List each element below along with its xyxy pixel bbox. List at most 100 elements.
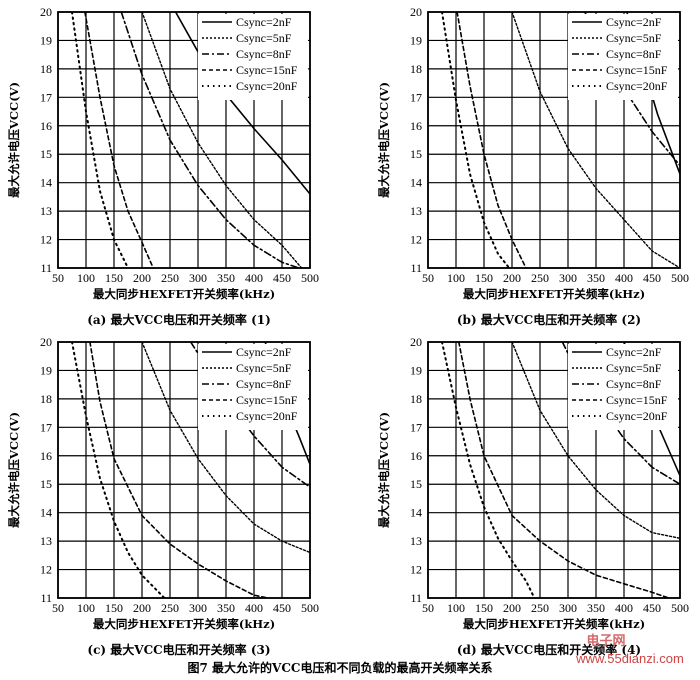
legend-label: Csync=5nF xyxy=(606,361,662,375)
series-line-3 xyxy=(120,12,300,268)
x-tick-label: 500 xyxy=(301,601,319,615)
x-tick-label: 100 xyxy=(447,271,465,285)
y-tick-label: 17 xyxy=(40,90,52,104)
legend-label: Csync=15nF xyxy=(606,393,668,407)
y-tick-label: 15 xyxy=(410,477,422,491)
x-tick-label: 50 xyxy=(52,601,64,615)
panel-caption: (d) 最大VCC电压和开关频率 (4) xyxy=(457,642,641,657)
y-tick-label: 11 xyxy=(410,261,422,275)
x-tick-label: 150 xyxy=(475,601,493,615)
y-tick-label: 15 xyxy=(40,147,52,161)
x-tick-label: 150 xyxy=(105,601,123,615)
y-axis-label: 最大允许电压VCC(V) xyxy=(7,412,21,528)
x-tick-label: 100 xyxy=(77,271,95,285)
x-tick-label: 400 xyxy=(615,601,633,615)
plot-frame xyxy=(57,341,311,599)
legend-label: Csync=8nF xyxy=(236,47,292,61)
series-line-5 xyxy=(71,12,129,268)
chart-panel-2: 50 100 150 200 250 300 350 400 450 500 11 12 13 14 15 1… xyxy=(7,335,319,657)
legend-box xyxy=(198,14,308,100)
panel-caption: (c) 最大VCC电压和开关频率 (3) xyxy=(87,642,270,657)
x-axis-label: 最大同步HEXFET开关频率(kHz) xyxy=(463,617,645,631)
x-tick-label: 150 xyxy=(475,271,493,285)
x-tick-label: 350 xyxy=(587,601,605,615)
x-tick-label: 500 xyxy=(671,271,689,285)
series-line-4 xyxy=(89,342,269,598)
y-tick-label: 16 xyxy=(410,119,422,133)
y-tick-label: 12 xyxy=(40,563,52,577)
x-tick-label: 200 xyxy=(133,601,151,615)
x-tick-label: 300 xyxy=(559,271,577,285)
series-line-5 xyxy=(441,12,511,268)
x-tick-label: 350 xyxy=(587,271,605,285)
chart-panel-1: 50 100 150 200 250 300 350 400 450 500 11 12 13 14 15 1… xyxy=(377,5,689,327)
series-line-5 xyxy=(441,342,536,598)
legend-label: Csync=2nF xyxy=(606,15,662,29)
legend-box xyxy=(198,344,308,430)
y-tick-label: 11 xyxy=(410,591,422,605)
x-tick-label: 300 xyxy=(189,601,207,615)
y-tick-label: 13 xyxy=(40,204,52,218)
panel-caption: (a) 最大VCC电压和开关频率 (1) xyxy=(87,312,271,327)
legend-box xyxy=(568,344,678,430)
plot-frame xyxy=(427,11,681,269)
y-tick-label: 16 xyxy=(40,119,52,133)
y-tick-label: 19 xyxy=(410,33,422,47)
y-tick-label: 18 xyxy=(410,62,422,76)
legend-label: Csync=2nF xyxy=(606,345,662,359)
y-tick-label: 20 xyxy=(40,335,52,349)
legend-label: Csync=2nF xyxy=(236,15,292,29)
y-axis-label: 最大允许电压VCC(V) xyxy=(377,82,391,198)
y-tick-label: 13 xyxy=(410,204,422,218)
chart-panel-0: 50 100 150 200 250 300 350 400 450 500 11 12 13 14 15 1… xyxy=(7,5,319,327)
legend-label: Csync=15nF xyxy=(236,393,298,407)
figure-title: 图7 最大允许的VCC电压和不同负载的最高开关频率关系 xyxy=(188,660,493,675)
legend-label: Csync=20nF xyxy=(606,409,668,423)
x-tick-label: 400 xyxy=(245,271,263,285)
x-tick-label: 350 xyxy=(217,601,235,615)
y-tick-label: 14 xyxy=(410,176,422,190)
x-tick-label: 200 xyxy=(133,271,151,285)
y-tick-label: 16 xyxy=(40,449,52,463)
legend-label: Csync=5nF xyxy=(236,31,292,45)
y-tick-label: 20 xyxy=(40,5,52,19)
x-tick-label: 450 xyxy=(643,271,661,285)
y-tick-label: 17 xyxy=(40,420,52,434)
x-tick-label: 400 xyxy=(245,601,263,615)
series-line-2 xyxy=(141,12,303,268)
y-tick-label: 14 xyxy=(410,506,422,520)
x-tick-label: 350 xyxy=(217,271,235,285)
x-tick-label: 300 xyxy=(189,271,207,285)
legend-label: Csync=8nF xyxy=(606,47,662,61)
series-line-4 xyxy=(457,342,670,598)
y-tick-label: 18 xyxy=(410,392,422,406)
y-tick-label: 12 xyxy=(410,563,422,577)
y-tick-label: 11 xyxy=(40,591,52,605)
y-tick-label: 17 xyxy=(410,90,422,104)
y-tick-label: 18 xyxy=(40,392,52,406)
x-tick-label: 250 xyxy=(531,601,549,615)
watermark-url: www.55dianzi.com xyxy=(575,651,684,666)
series-line-2 xyxy=(511,12,680,268)
legend-label: Csync=15nF xyxy=(606,63,668,77)
x-tick-label: 250 xyxy=(531,271,549,285)
legend-label: Csync=15nF xyxy=(236,63,298,77)
x-tick-label: 50 xyxy=(422,601,434,615)
x-tick-label: 200 xyxy=(503,271,521,285)
y-tick-label: 16 xyxy=(410,449,422,463)
x-tick-label: 400 xyxy=(615,271,633,285)
y-tick-label: 11 xyxy=(40,261,52,275)
x-tick-label: 450 xyxy=(273,271,291,285)
x-tick-label: 50 xyxy=(52,271,64,285)
x-tick-label: 100 xyxy=(447,601,465,615)
y-tick-label: 12 xyxy=(410,233,422,247)
series-line-2 xyxy=(141,342,310,554)
y-tick-label: 19 xyxy=(40,363,52,377)
x-tick-label: 150 xyxy=(105,271,123,285)
y-tick-label: 19 xyxy=(40,33,52,47)
series-line-4 xyxy=(84,12,154,268)
chart-panel-3: 50 100 150 200 250 300 350 400 450 500 11 12 13 14 15 1… xyxy=(377,335,689,657)
legend-label: Csync=20nF xyxy=(236,409,298,423)
y-tick-label: 20 xyxy=(410,5,422,19)
